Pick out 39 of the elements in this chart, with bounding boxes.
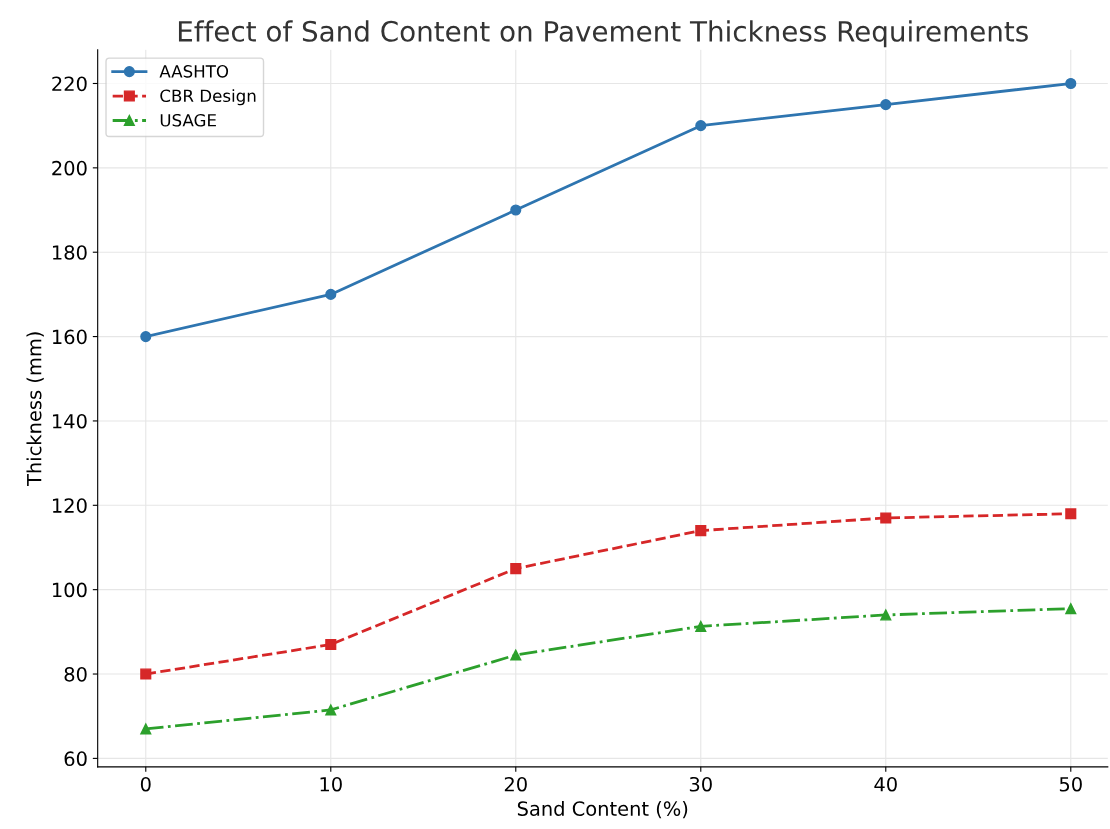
point — [880, 99, 892, 111]
chart-title: Effect of Sand Content on Pavement Thickness Requirements — [178, 20, 1028, 48]
x-tick-label: 30 — [689, 776, 712, 792]
y-tick-label: 140 — [52, 413, 87, 429]
y-tick-label: 80 — [64, 666, 87, 682]
point — [325, 288, 337, 300]
y-tick-label: 160 — [52, 329, 87, 345]
point — [325, 704, 337, 716]
x-axis-title: Sand Content (%) — [517, 800, 688, 819]
point — [695, 525, 707, 537]
point — [880, 512, 892, 524]
y-tick-label: 180 — [52, 245, 87, 260]
y-tick-label: 200 — [52, 160, 87, 176]
x-tick-label: 10 — [320, 776, 342, 792]
y-tick-label: 220 — [52, 76, 87, 92]
point — [695, 620, 707, 632]
x-tick-label: 40 — [874, 776, 897, 792]
y-tick-label: 120 — [52, 498, 87, 513]
point — [140, 723, 152, 735]
y-axis-title: Thickness (mm) — [26, 332, 44, 487]
point — [510, 649, 522, 661]
point — [140, 331, 152, 343]
point — [1065, 603, 1077, 615]
x-tick-label: 0 — [140, 776, 151, 792]
point — [695, 120, 707, 132]
point — [325, 638, 337, 651]
legend-label: AASHTO — [159, 65, 229, 78]
x-tick-label: 20 — [504, 776, 527, 792]
point — [880, 609, 892, 621]
point — [1065, 508, 1077, 520]
y-tick-label: 100 — [52, 582, 87, 598]
point — [510, 563, 522, 575]
y-tick-label: 60 — [64, 751, 87, 767]
point — [1065, 77, 1077, 90]
legend-label: USAGE — [160, 113, 216, 127]
legend-label: CBR Design — [160, 89, 256, 106]
x-tick-label: 50 — [1059, 776, 1082, 792]
point — [140, 668, 152, 680]
point — [510, 204, 522, 216]
